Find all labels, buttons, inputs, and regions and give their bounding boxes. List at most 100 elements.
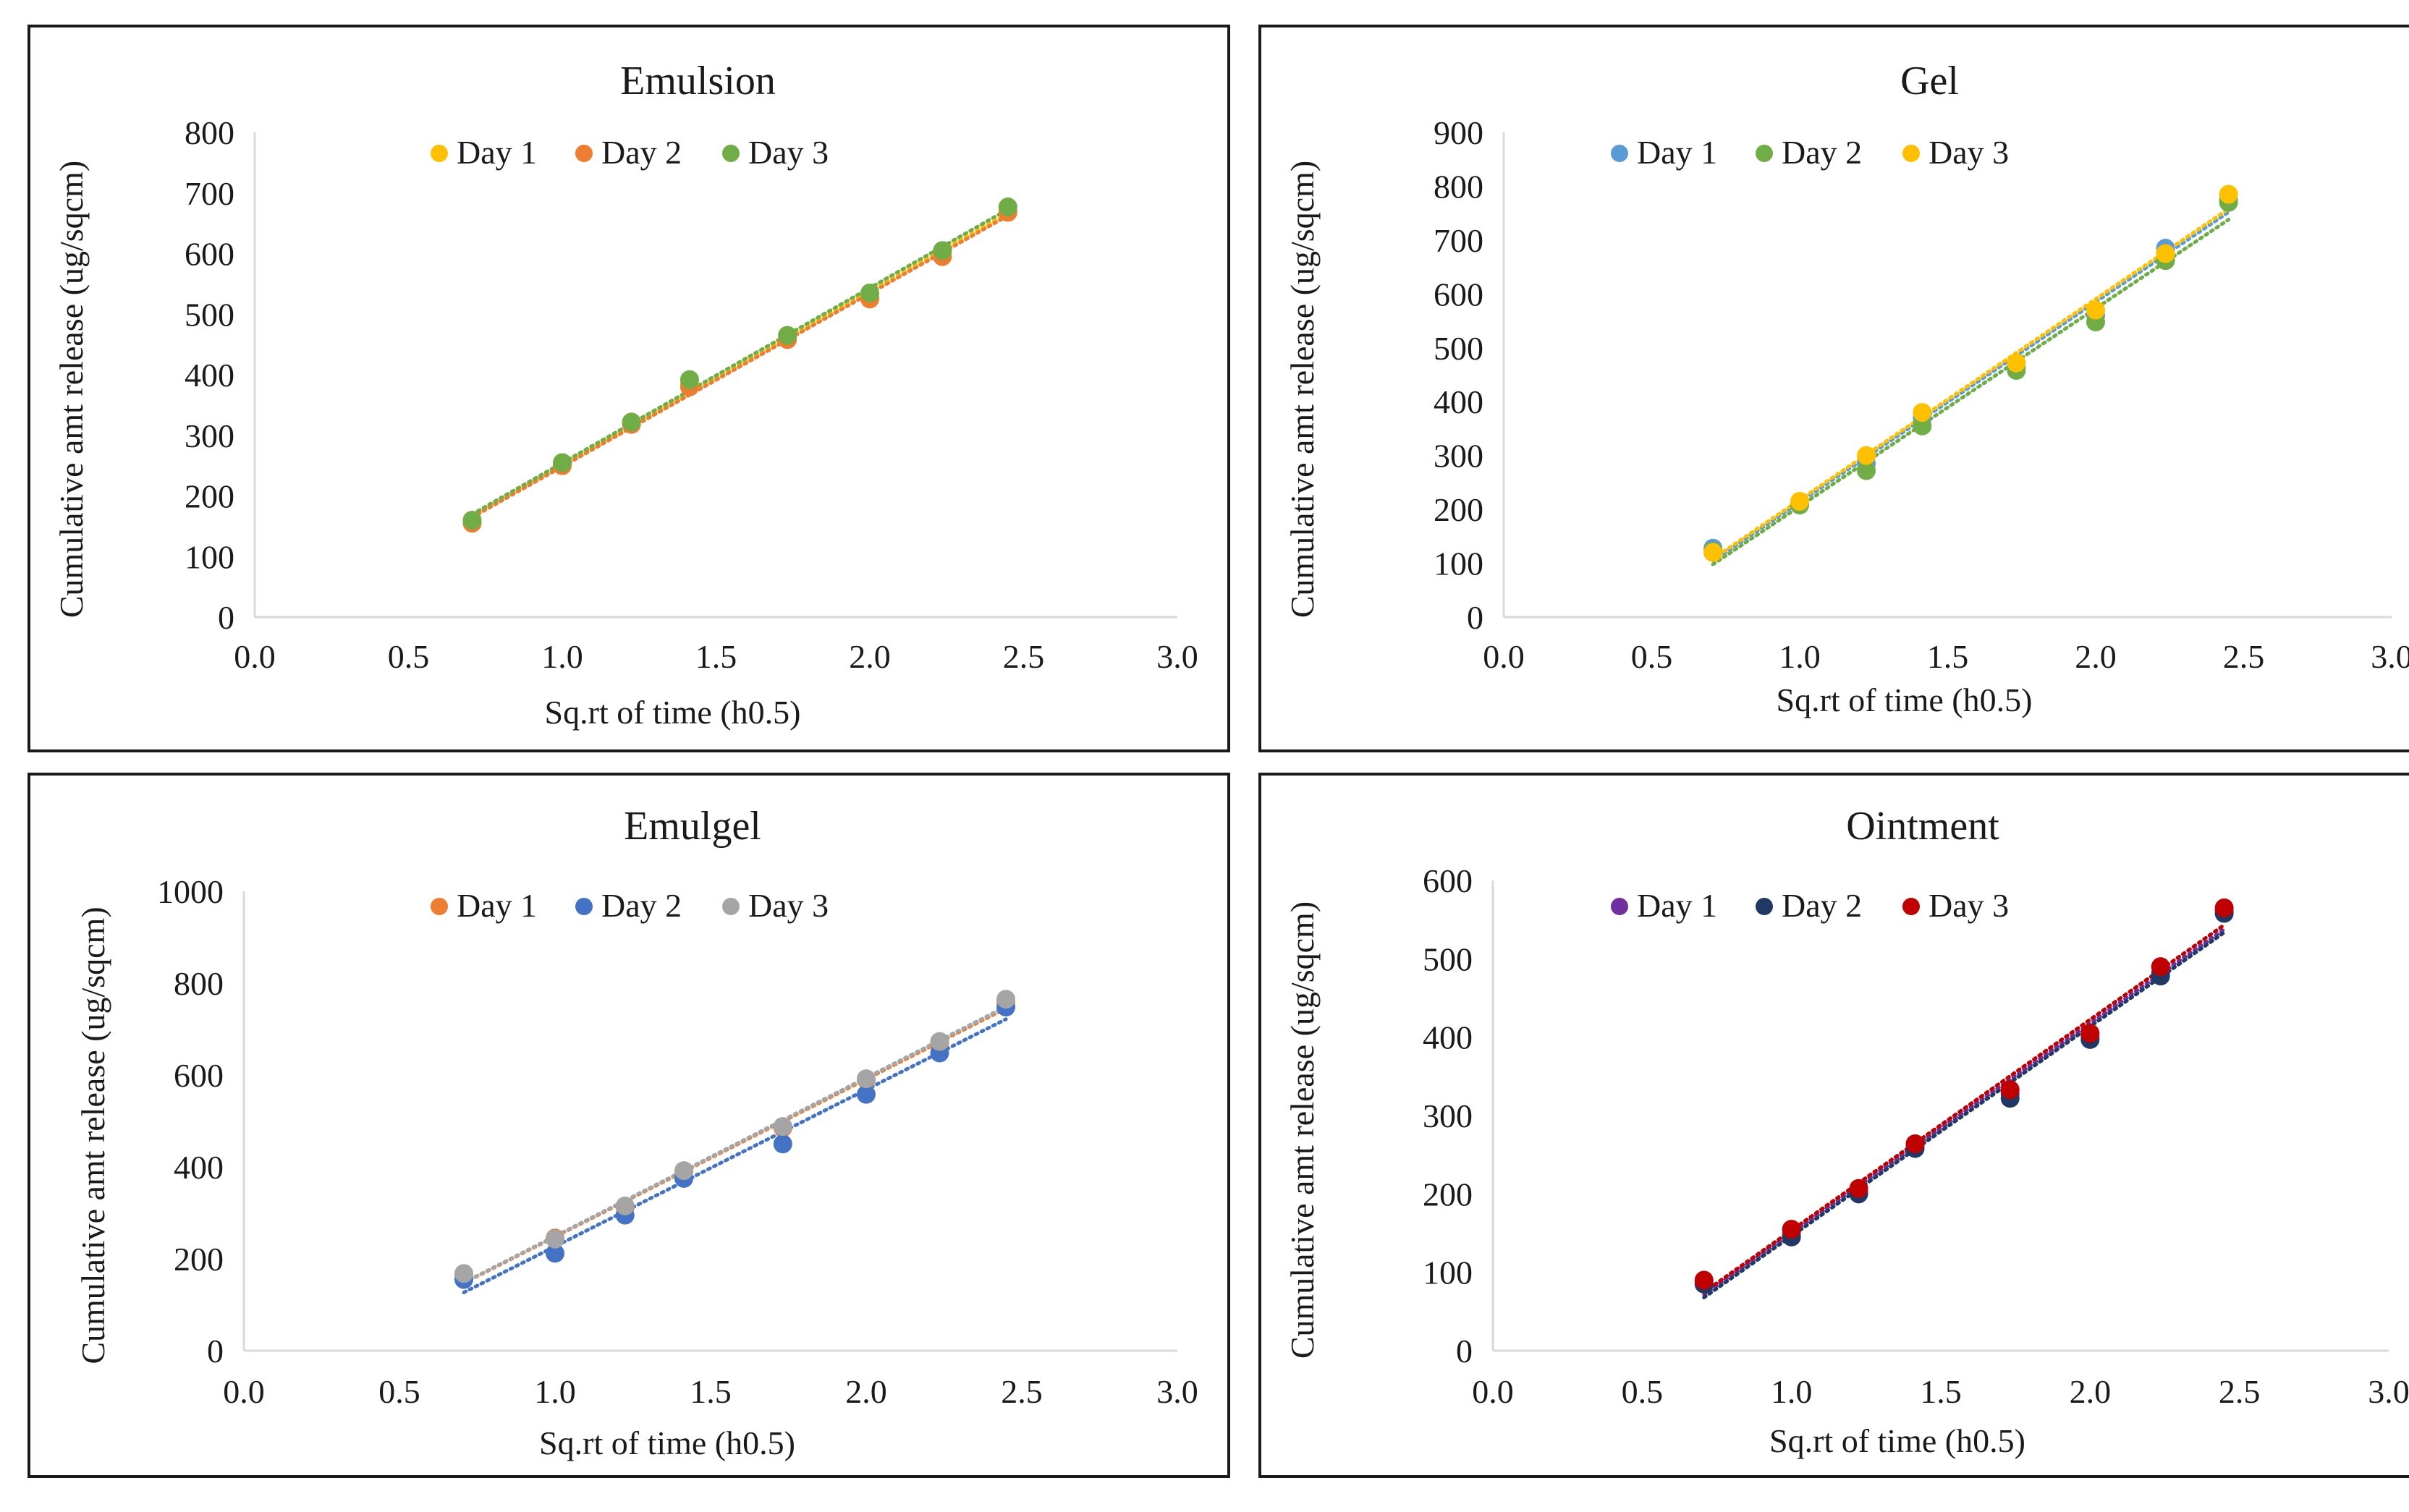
legend-item-day-3: Day 3 (1902, 134, 2009, 171)
y-tick-label: 0 (1456, 1333, 1473, 1369)
legend-marker (575, 898, 593, 915)
data-point-day-3 (933, 241, 952, 260)
data-point-day-2 (546, 1244, 564, 1263)
legend-item-day-2: Day 2 (575, 887, 682, 924)
x-tick-label: 1.5 (1927, 638, 1969, 675)
chart-svg-emulgel: Emulgel 0 200 400 600 800 1000 0.0 0.5 1.0 1.5 2.0 2… (75, 804, 1198, 1461)
x-tick-label: 2.0 (2070, 1373, 2112, 1410)
legend-item-day-2: Day 2 (1756, 134, 1862, 171)
x-axis-label: Sq.rt of time (h0.5) (1777, 681, 2033, 718)
x-tick-label: 2.0 (2075, 638, 2117, 675)
x-tick-label: 2.5 (1003, 638, 1045, 675)
data-point-day-3 (2214, 898, 2234, 917)
x-tick-label: 2.0 (849, 638, 891, 675)
y-tick-label: 100 (185, 538, 234, 575)
chart-panel-gel: Gel 0 100 200 300 400 500 600 700 800 900 0.0 0.5 1.0… (1258, 25, 2409, 752)
chart-title: Gel (1900, 59, 1959, 103)
data-point-day-3 (674, 1161, 694, 1181)
data-point-day-3 (622, 412, 641, 432)
legend-label: Day 3 (1929, 887, 2009, 924)
data-point-day-3 (1694, 1270, 1714, 1290)
chart-title: Ointment (1846, 804, 1999, 849)
x-tick-label: 1.0 (534, 1373, 576, 1410)
trendline-day-2 (1702, 930, 2227, 1299)
legend-item-day-1: Day 1 (1611, 134, 1717, 171)
legend-marker (1611, 898, 1628, 915)
data-point-day-3 (2000, 1080, 2020, 1100)
legend-marker (722, 898, 740, 915)
data-point-day-3 (930, 1032, 949, 1051)
x-tick-label: 0.0 (1483, 638, 1525, 675)
x-tick-label: 0.5 (378, 1373, 420, 1410)
x-tick-label: 3.0 (2368, 1373, 2409, 1410)
data-point-day-3 (1913, 403, 1932, 422)
x-tick-label: 1.0 (1771, 1373, 1813, 1410)
y-tick-label: 500 (1434, 330, 1483, 367)
x-tick-label: 0.0 (223, 1373, 265, 1410)
trendline-day-3 (470, 207, 1010, 517)
trendline-day-2 (470, 213, 1010, 519)
data-point-day-3 (1790, 491, 1809, 511)
y-axis-label: Cumulative amt release (ug/sqcm) (1284, 161, 1321, 618)
chart-svg-gel: Gel 0 100 200 300 400 500 600 700 800 900 0.0 0.5 1.0… (1284, 59, 2409, 718)
data-point-day-3 (996, 990, 1016, 1009)
y-tick-label: 200 (1423, 1176, 1473, 1212)
y-tick-label: 800 (185, 114, 234, 151)
x-tick-label: 0.5 (1622, 1373, 1664, 1410)
x-axis-label: Sq.rt of time (h0.5) (539, 1424, 795, 1461)
y-tick-label: 300 (185, 417, 234, 454)
legend-item-day-3: Day 3 (1902, 887, 2009, 924)
data-point-day-3 (1849, 1178, 1868, 1198)
x-tick-label: 3.0 (1156, 1373, 1198, 1410)
data-point-day-3 (615, 1196, 635, 1215)
data-point-day-3 (998, 198, 1017, 217)
x-tick-label: 2.5 (2223, 638, 2265, 675)
chart-svg-ointment: Ointment 0 100 200 300 400 500 600 0.0 0.5 1.0 1.5 2… (1284, 804, 2409, 1459)
y-tick-label: 100 (1434, 545, 1483, 582)
data-point-day-2 (1913, 416, 1932, 436)
x-tick-label: 0.5 (388, 638, 430, 675)
data-point-day-3 (2156, 244, 2175, 263)
y-tick-label: 800 (174, 965, 224, 1002)
legend-item-day-1: Day 1 (431, 134, 537, 171)
y-tick-label: 600 (174, 1057, 224, 1094)
x-tick-label: 3.0 (1156, 638, 1198, 675)
y-tick-label: 300 (1423, 1097, 1473, 1134)
x-tick-label: 0.5 (1631, 638, 1673, 675)
legend-item-day-2: Day 2 (575, 134, 682, 171)
legend-item-day-1: Day 1 (1611, 887, 1717, 924)
chart-svg-emulsion: Emulsion 0 100 200 300 400 500 600 700 800 0.0 0.5 1… (53, 59, 1198, 731)
y-axis-label: Cumulative amt release (ug/sqcm) (75, 906, 111, 1364)
y-tick-label: 400 (1423, 1019, 1473, 1056)
data-point-day-3 (546, 1229, 564, 1249)
y-tick-label: 0 (218, 599, 234, 636)
legend-marker (1611, 145, 1628, 162)
y-tick-label: 200 (185, 478, 234, 515)
x-tick-label: 0.0 (1472, 1373, 1514, 1410)
x-axis-label: Sq.rt of time (h0.5) (545, 694, 801, 731)
legend-marker (431, 898, 448, 915)
y-tick-label: 900 (1434, 114, 1483, 151)
data-point-day-2 (1857, 461, 1876, 480)
chart-panel-emulgel: Emulgel 0 200 400 600 800 1000 0.0 0.5 1.0 1.5 2.0 2… (27, 773, 1230, 1478)
legend-label: Day 2 (1782, 887, 1862, 924)
data-point-day-3 (857, 1069, 876, 1089)
legend-marker (575, 145, 593, 162)
x-tick-label: 2.0 (845, 1373, 887, 1410)
x-tick-label: 3.0 (2371, 638, 2409, 675)
y-tick-label: 700 (185, 175, 234, 212)
legend-marker (1902, 145, 1920, 162)
trendline-day-3 (1702, 923, 2227, 1294)
y-tick-label: 500 (185, 296, 234, 333)
data-point-day-3 (860, 283, 879, 302)
trendline-day-3 (462, 1004, 1008, 1285)
x-tick-label: 1.0 (1779, 638, 1821, 675)
y-tick-label: 600 (1434, 276, 1483, 313)
data-point-day-3 (454, 1264, 474, 1283)
x-axis-label: Sq.rt of time (h0.5) (1769, 1422, 2025, 1459)
x-tick-label: 1.5 (695, 638, 737, 675)
legend-marker (431, 145, 448, 162)
y-tick-label: 600 (1423, 862, 1473, 899)
legend-label: Day 2 (1782, 134, 1862, 171)
chart-title: Emulsion (620, 59, 776, 103)
